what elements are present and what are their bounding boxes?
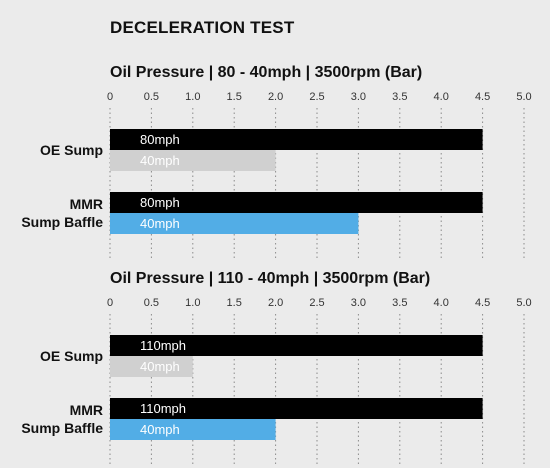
category-label: MMR bbox=[70, 196, 103, 212]
tick-label: 0.5 bbox=[144, 297, 159, 309]
tick-label: 5.0 bbox=[516, 91, 531, 103]
tick-label: 1.5 bbox=[227, 297, 242, 309]
tick-label: 0.5 bbox=[144, 91, 159, 103]
tick-label: 4.5 bbox=[475, 91, 490, 103]
bar-label: 110mph bbox=[140, 401, 186, 416]
tick-label: 4.0 bbox=[434, 91, 449, 103]
bar-label: 40mph bbox=[140, 422, 180, 437]
tick-label: 2.5 bbox=[309, 297, 324, 309]
bar-label: 80mph bbox=[140, 132, 180, 147]
bar-label: 80mph bbox=[140, 195, 180, 210]
tick-label: 2.0 bbox=[268, 91, 283, 103]
tick-label: 3.5 bbox=[392, 297, 407, 309]
bar bbox=[110, 398, 483, 419]
category-label: OE Sump bbox=[40, 348, 103, 364]
tick-label: 5.0 bbox=[516, 297, 531, 309]
tick-label: 3.5 bbox=[392, 91, 407, 103]
tick-label: 1.0 bbox=[185, 91, 200, 103]
bar bbox=[110, 150, 276, 171]
bar bbox=[110, 419, 276, 440]
chart-title: Oil Pressure | 110 - 40mph | 3500rpm (Ba… bbox=[110, 270, 431, 287]
category-label: Sump Baffle bbox=[21, 420, 103, 436]
bar-label: 40mph bbox=[140, 153, 180, 168]
bar-label: 40mph bbox=[140, 359, 180, 374]
bar-chart-110-40: 0 0.5 1.0 1.5 2.0 2.5 3.0 3.5 4.0 4.5 5.0 110mph 40m… bbox=[21, 297, 532, 466]
tick-label: 1.5 bbox=[227, 91, 242, 103]
chart-title: Oil Pressure | 80 - 40mph | 3500rpm (Bar… bbox=[110, 64, 423, 81]
tick-label: 0 bbox=[107, 297, 113, 309]
chart-panel-110-40: Oil Pressure | 110 - 40mph | 3500rpm (Ba… bbox=[0, 270, 550, 466]
bar bbox=[110, 213, 359, 234]
tick-label: 2.5 bbox=[309, 91, 324, 103]
tick-label: 4.0 bbox=[434, 297, 449, 309]
tick-label: 2.0 bbox=[268, 297, 283, 309]
bar bbox=[110, 335, 483, 356]
bar-label: 110mph bbox=[140, 338, 186, 353]
category-label: MMR bbox=[70, 402, 103, 418]
bar bbox=[110, 356, 193, 377]
category-label: Sump Baffle bbox=[21, 214, 103, 230]
bar-chart-80-40: 0 0.5 1.0 1.5 2.0 2.5 3.0 3.5 4.0 4.5 5.0 80mph 40mp… bbox=[21, 91, 532, 260]
bar-label: 40mph bbox=[140, 216, 180, 231]
tick-label: 3.0 bbox=[351, 91, 366, 103]
tick-label: 0 bbox=[107, 91, 113, 103]
main-title: DECELERATION TEST bbox=[110, 18, 295, 37]
bar bbox=[110, 129, 483, 150]
chart-panel-80-40: Oil Pressure | 80 - 40mph | 3500rpm (Bar… bbox=[0, 64, 550, 260]
category-label: OE Sump bbox=[40, 142, 103, 158]
bar bbox=[110, 192, 483, 213]
tick-label: 3.0 bbox=[351, 297, 366, 309]
tick-label: 4.5 bbox=[475, 297, 490, 309]
tick-label: 1.0 bbox=[185, 297, 200, 309]
